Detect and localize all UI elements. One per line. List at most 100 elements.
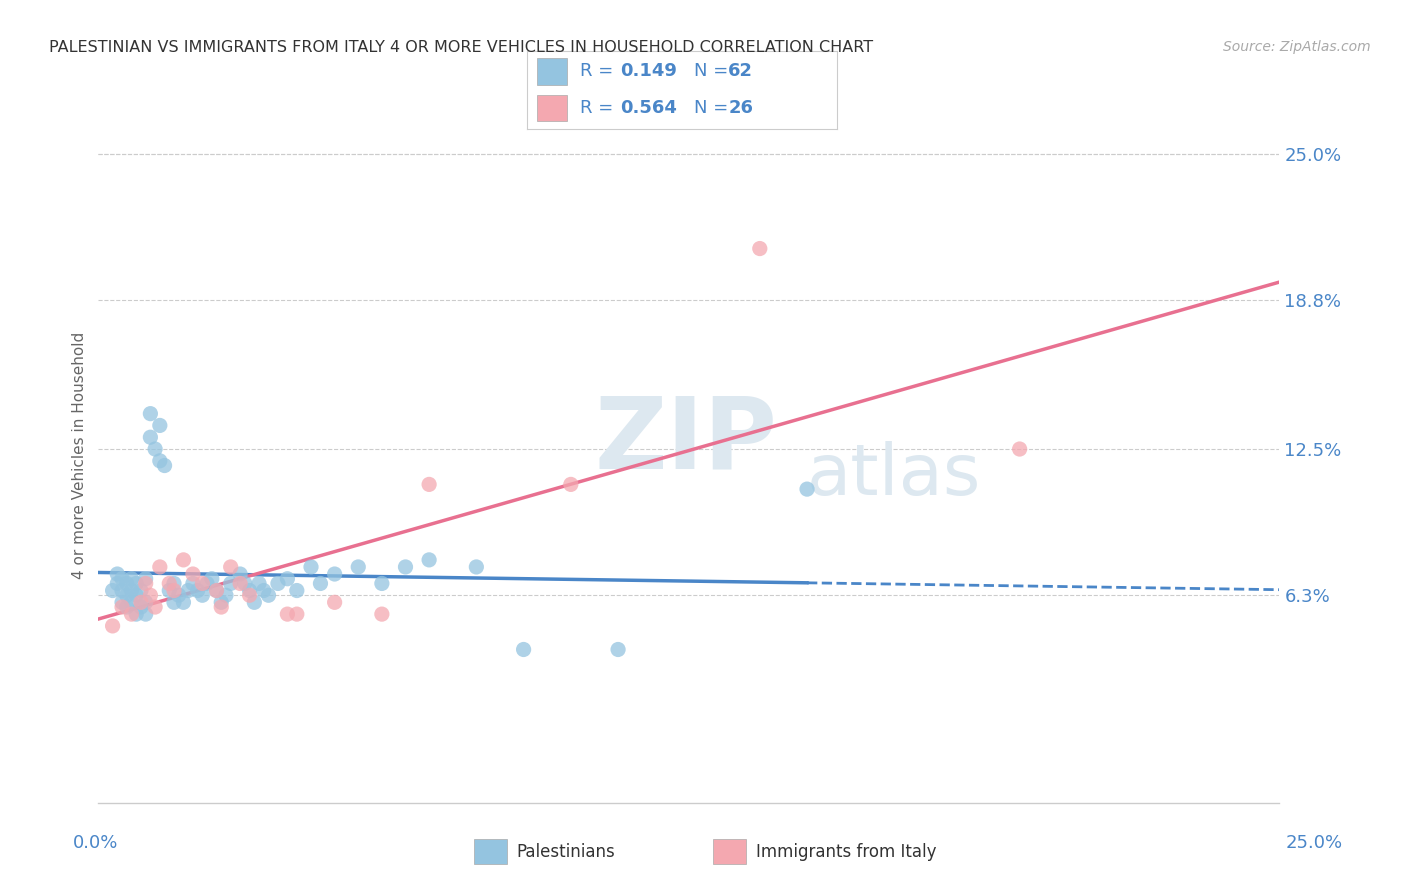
FancyBboxPatch shape [537,95,568,121]
Text: 0.0%: 0.0% [73,834,118,852]
Point [125,607,148,621]
Point [163,595,186,609]
Text: Palestinians: Palestinians [516,843,616,861]
Text: 26: 26 [728,99,754,117]
Point [309,576,332,591]
Point [121,607,143,621]
Text: 0.564: 0.564 [620,99,676,117]
Point [121,583,143,598]
Point [323,567,346,582]
FancyBboxPatch shape [713,839,747,864]
Point [163,576,186,591]
Point [796,482,818,496]
Point [299,560,322,574]
Point [129,583,152,598]
Point [219,560,242,574]
Text: PALESTINIAN VS IMMIGRANTS FROM ITALY 4 OR MORE VEHICLES IN HOUSEHOLD CORRELATION: PALESTINIAN VS IMMIGRANTS FROM ITALY 4 O… [49,40,873,55]
Point [371,576,394,591]
Text: ZIP: ZIP [595,392,778,490]
Point [276,607,298,621]
Point [276,572,298,586]
Point [219,576,242,591]
Point [149,560,172,574]
Point [607,642,630,657]
Point [115,600,138,615]
Point [105,576,128,591]
Point [285,583,308,598]
Point [1008,442,1031,456]
Point [135,607,157,621]
Point [209,600,232,615]
Point [149,418,172,433]
Point [267,576,290,591]
Point [215,588,238,602]
Point [121,572,143,586]
Point [139,430,162,444]
FancyBboxPatch shape [537,58,568,85]
Point [233,576,256,591]
Point [371,607,394,621]
Point [163,583,186,598]
Text: N =: N = [695,99,734,117]
Point [247,576,270,591]
Point [157,576,180,591]
Point [167,588,190,602]
Point [229,567,252,582]
Point [149,454,172,468]
Text: 25.0%: 25.0% [1286,834,1343,852]
Point [243,595,266,609]
Point [139,588,162,602]
Point [105,567,128,582]
Point [187,583,209,598]
Text: N =: N = [695,62,734,80]
Point [153,458,176,473]
Point [111,583,134,598]
Text: R =: R = [579,99,619,117]
Point [177,583,200,598]
Point [418,553,440,567]
Text: 62: 62 [728,62,754,80]
Point [135,576,157,591]
Point [394,560,416,574]
Point [285,607,308,621]
Point [172,553,194,567]
Point [129,595,152,609]
Text: Source: ZipAtlas.com: Source: ZipAtlas.com [1223,40,1371,54]
Point [201,572,224,586]
Text: R =: R = [579,62,619,80]
Point [205,583,228,598]
Point [172,595,194,609]
Point [195,576,218,591]
Point [115,588,138,602]
Point [139,407,162,421]
Point [560,477,582,491]
Point [111,595,134,609]
Point [512,642,534,657]
Point [125,576,148,591]
Text: 0.149: 0.149 [620,62,676,80]
Point [239,588,262,602]
Text: Immigrants from Italy: Immigrants from Italy [755,843,936,861]
Point [191,588,214,602]
Point [111,572,134,586]
Point [135,572,157,586]
Point [181,576,204,591]
Text: atlas: atlas [807,442,981,510]
Point [239,583,262,598]
Point [121,595,143,609]
Point [143,442,166,456]
Point [101,619,124,633]
Y-axis label: 4 or more Vehicles in Household: 4 or more Vehicles in Household [72,331,87,579]
Point [101,583,124,598]
Point [129,600,152,615]
Point [125,588,148,602]
Point [157,583,180,598]
Point [748,242,770,256]
Point [135,595,157,609]
Point [323,595,346,609]
Point [253,583,276,598]
FancyBboxPatch shape [474,839,508,864]
Point [229,576,252,591]
Point [205,583,228,598]
Point [257,588,280,602]
